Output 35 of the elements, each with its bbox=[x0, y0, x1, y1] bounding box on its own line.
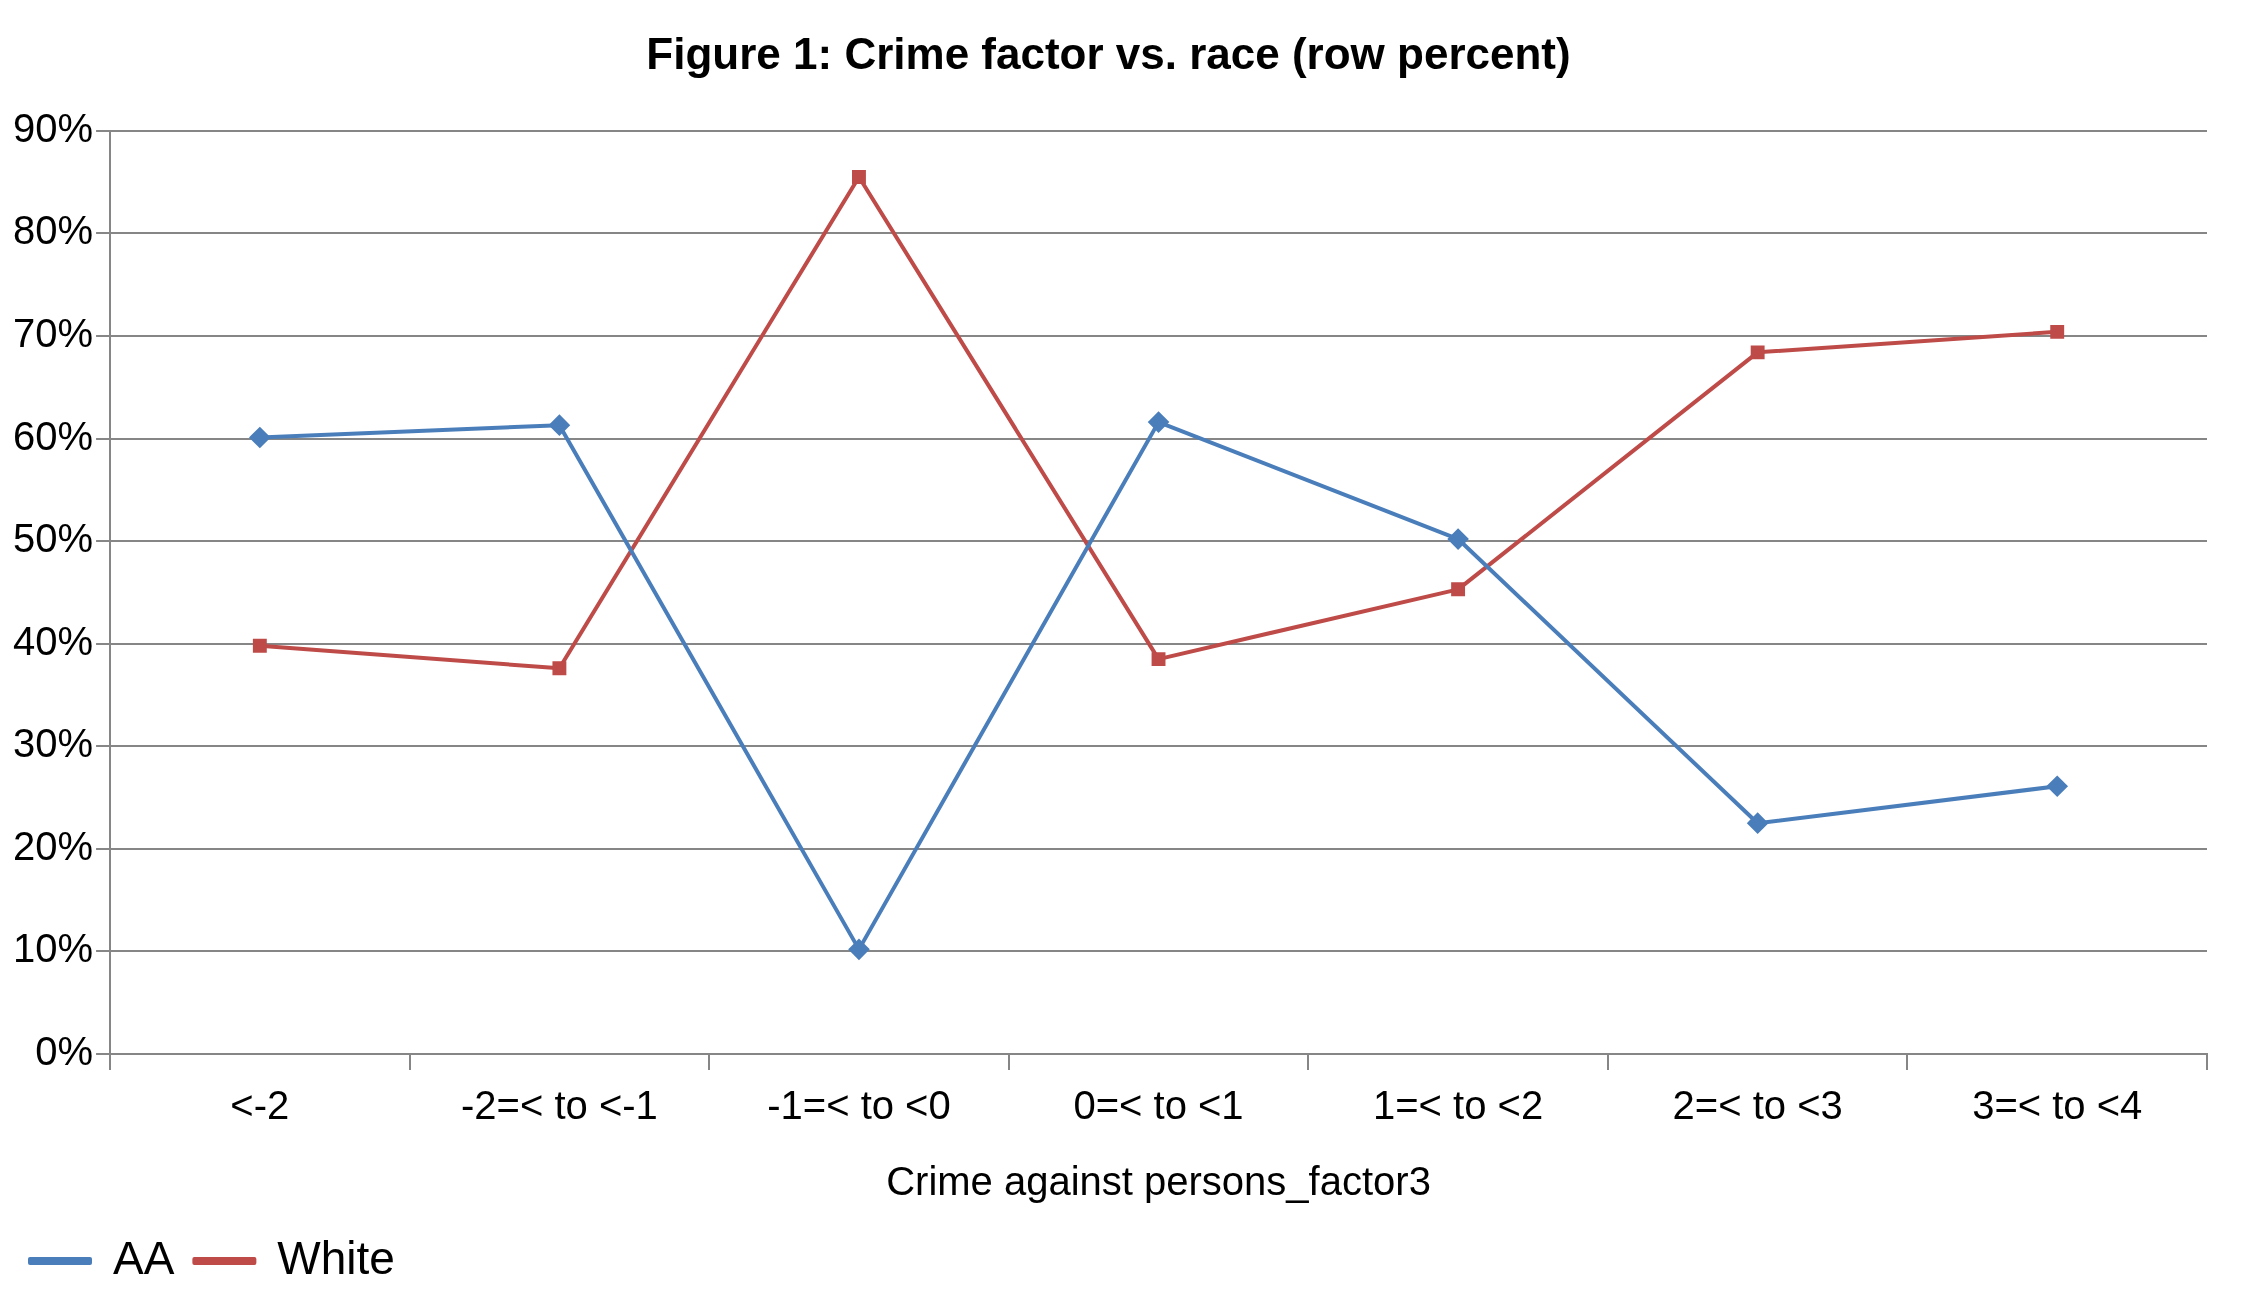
y-tick-label: 60% bbox=[13, 413, 94, 458]
point bbox=[2047, 776, 2068, 797]
point bbox=[1451, 582, 1466, 597]
point bbox=[549, 415, 570, 436]
chart-title: Figure 1: Crime factor vs. race (row percent) bbox=[646, 28, 1571, 78]
point bbox=[2050, 324, 2065, 339]
point bbox=[1448, 529, 1469, 550]
point bbox=[848, 939, 869, 960]
x-tick-label: 3=< to <4 bbox=[1972, 1083, 2143, 1128]
x-tick-label: -2=< to <-1 bbox=[461, 1083, 658, 1128]
point bbox=[1747, 813, 1768, 834]
point bbox=[1148, 412, 1169, 433]
y-tick-label: 10% bbox=[13, 926, 94, 971]
x-tick-label: <-2 bbox=[230, 1083, 290, 1128]
legend-label: AA bbox=[113, 1231, 175, 1284]
x-tick-label: 1=< to <2 bbox=[1373, 1083, 1544, 1128]
x-tick-label: -1=< to <0 bbox=[767, 1083, 951, 1128]
y-tick-label: 70% bbox=[13, 310, 94, 355]
x-tick-label: 2=< to <3 bbox=[1672, 1083, 1843, 1128]
point bbox=[552, 661, 567, 676]
legend-label: White bbox=[277, 1231, 395, 1284]
y-tick-label: 50% bbox=[13, 516, 94, 561]
point bbox=[249, 427, 270, 448]
y-tick-label: 20% bbox=[13, 823, 94, 868]
x-tick-label: 0=< to <1 bbox=[1073, 1083, 1244, 1128]
point bbox=[1750, 345, 1765, 360]
y-tick-label: 40% bbox=[13, 618, 94, 663]
point bbox=[852, 170, 866, 184]
point bbox=[1151, 652, 1166, 667]
x-axis-title: Crime against persons_factor3 bbox=[886, 1159, 1431, 1204]
y-tick-label: 80% bbox=[13, 208, 94, 253]
y-tick-label: 90% bbox=[13, 105, 94, 150]
y-tick-label: 30% bbox=[13, 721, 94, 766]
y-tick-label: 0% bbox=[35, 1029, 94, 1074]
point bbox=[252, 638, 267, 653]
